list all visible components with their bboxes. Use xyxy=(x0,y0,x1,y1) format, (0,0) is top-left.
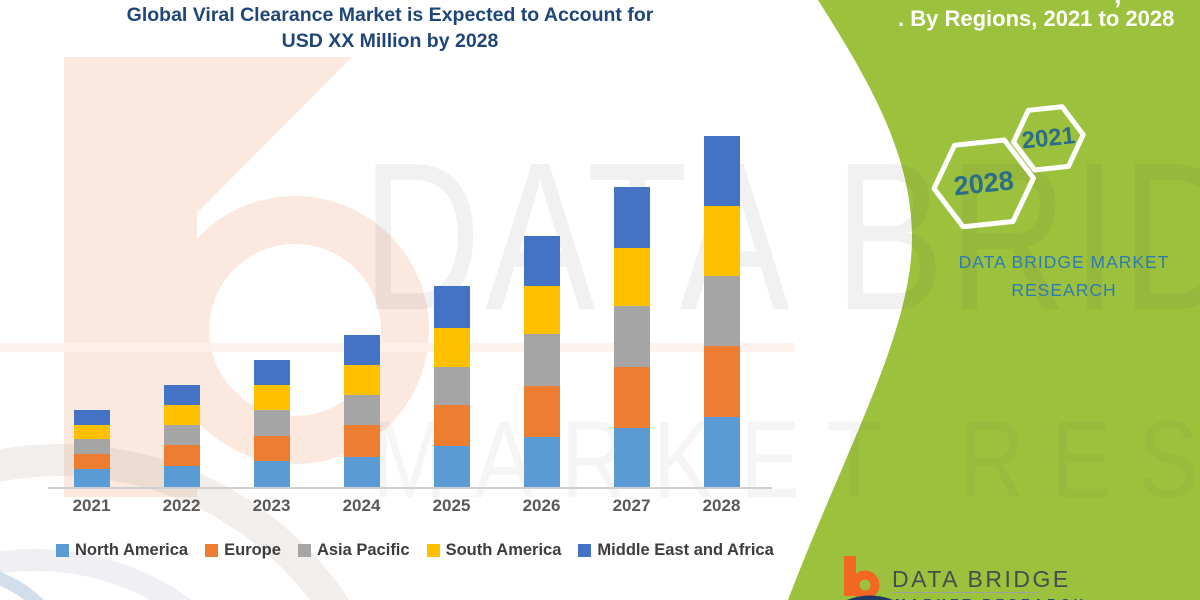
bar-segment-south-america xyxy=(703,206,740,276)
plot-area xyxy=(48,127,778,487)
bar-segment-south-america xyxy=(253,385,290,410)
legend-marker xyxy=(56,544,69,557)
legend-item: North America xyxy=(56,541,188,560)
watermark-band xyxy=(0,343,795,352)
bar-segment-europe xyxy=(343,425,380,457)
legend-label: Asia Pacific xyxy=(316,541,410,559)
footer-logo: DATA BRIDGE MARKET RESEARCH xyxy=(830,552,1200,600)
bar-segment-north-america xyxy=(523,437,560,487)
hexagon-2028 xyxy=(931,137,1036,230)
x-axis-label: 2027 xyxy=(612,496,651,515)
bar-segment-north-america xyxy=(253,461,290,487)
bar-segment-south-america xyxy=(163,405,200,425)
bar-segment-europe xyxy=(523,386,560,437)
legend-label: North America xyxy=(75,541,189,559)
bar-segment-north-america xyxy=(73,469,110,487)
panel-brand-line2: RESEARCH xyxy=(1011,280,1117,300)
x-axis-label: 2026 xyxy=(522,496,561,515)
bar-segment-europe xyxy=(703,346,740,417)
bar-segment-north-america xyxy=(343,457,380,487)
legend-item: Europe xyxy=(205,541,281,560)
bar-segment-asia-pacific xyxy=(433,367,470,405)
footer-logo-name: DATA BRIDGE xyxy=(892,566,1071,592)
x-axis-label: 2028 xyxy=(702,496,741,515)
watermark-text-primary: DATA BRIDGE xyxy=(362,118,1200,355)
bar-segment-south-america xyxy=(613,248,650,306)
legend-marker xyxy=(426,544,440,557)
panel-cutoff-text-remnant: , xyxy=(1114,0,1122,10)
legend-label: Middle East and Africa xyxy=(597,541,774,559)
footer-logo-rule xyxy=(892,592,1038,593)
panel-header: . By Regions, 2021 to 2028 xyxy=(898,6,1175,31)
bar-segment-south-america xyxy=(433,328,470,367)
bar-segment-asia-pacific xyxy=(253,410,290,436)
bar-segment-asia-pacific xyxy=(523,334,560,386)
bar-segment-europe xyxy=(433,405,470,446)
bar-segment-middle-east-and-africa xyxy=(253,360,290,385)
x-axis-label: 2025 xyxy=(432,496,471,515)
bar-segment-north-america xyxy=(613,428,650,487)
data-bridge-logo-icon xyxy=(844,556,894,600)
bar-segment-asia-pacific xyxy=(73,439,110,454)
legend-label: South America xyxy=(445,541,562,559)
footer-logo-subtitle: MARKET RESEARCH xyxy=(895,596,1087,600)
bar-segment-north-america xyxy=(433,446,470,487)
x-axis-label: 2021 xyxy=(72,496,111,515)
legend-label: Europe xyxy=(224,541,281,559)
chart-title-line1: Global Viral Clearance Market is Expecte… xyxy=(126,4,654,26)
bar-segment-middle-east-and-africa xyxy=(433,286,470,328)
bar-segment-middle-east-and-africa xyxy=(703,136,740,206)
hexagon-2021 xyxy=(1011,104,1086,173)
x-axis-line xyxy=(48,487,772,489)
bar-segment-europe xyxy=(613,367,650,428)
bar-segment-south-america xyxy=(523,286,560,334)
bar-segment-asia-pacific xyxy=(613,306,650,367)
bar-segment-middle-east-and-africa xyxy=(343,335,380,365)
bar-segment-south-america xyxy=(73,425,110,439)
legend-marker xyxy=(578,544,592,557)
legend: North America Europe Asia Pacific South Ame… xyxy=(56,541,780,560)
legend-item: Middle East and Africa xyxy=(578,541,774,560)
panel-brand-line1: DATA BRIDGE MARKET xyxy=(958,252,1170,272)
legend-item: South America xyxy=(426,541,562,560)
hexagon-2028-label: 2028 xyxy=(952,165,1015,201)
x-axis-label: 2024 xyxy=(342,496,381,515)
bar-segment-middle-east-and-africa xyxy=(523,236,560,286)
chart-title: Global Viral Clearance Market is Expecte… xyxy=(30,2,750,54)
bar-segment-europe xyxy=(163,445,200,466)
watermark-text-secondary: MARKET RESEARCH xyxy=(372,399,1200,522)
year-hexagons: 2028 2021 xyxy=(931,104,1086,230)
bar-segment-europe xyxy=(73,454,110,469)
legend-marker xyxy=(205,544,219,557)
hexagon-2021-label: 2021 xyxy=(1020,122,1076,154)
legend-item: Asia Pacific xyxy=(297,541,410,560)
bar-segment-south-america xyxy=(343,365,380,395)
bar-segment-asia-pacific xyxy=(343,395,380,425)
bar-segment-middle-east-and-africa xyxy=(163,385,200,405)
bar-segment-europe xyxy=(253,436,290,461)
bar-segment-north-america xyxy=(163,466,200,487)
bar-segment-north-america xyxy=(703,417,740,487)
bar-segment-middle-east-and-africa xyxy=(73,410,110,425)
legend-marker xyxy=(297,544,311,557)
x-axis-labels: 2021 2022 2023 2024 2025 2026 2027 2028 xyxy=(48,496,778,518)
chart-title-line2: USD XX Million by 2028 xyxy=(281,30,499,52)
x-axis-label: 2022 xyxy=(162,496,201,515)
bar-segment-asia-pacific xyxy=(163,425,200,445)
bar-segment-asia-pacific xyxy=(703,276,740,346)
bar-segment-middle-east-and-africa xyxy=(613,187,650,248)
x-axis-label: 2023 xyxy=(252,496,291,515)
